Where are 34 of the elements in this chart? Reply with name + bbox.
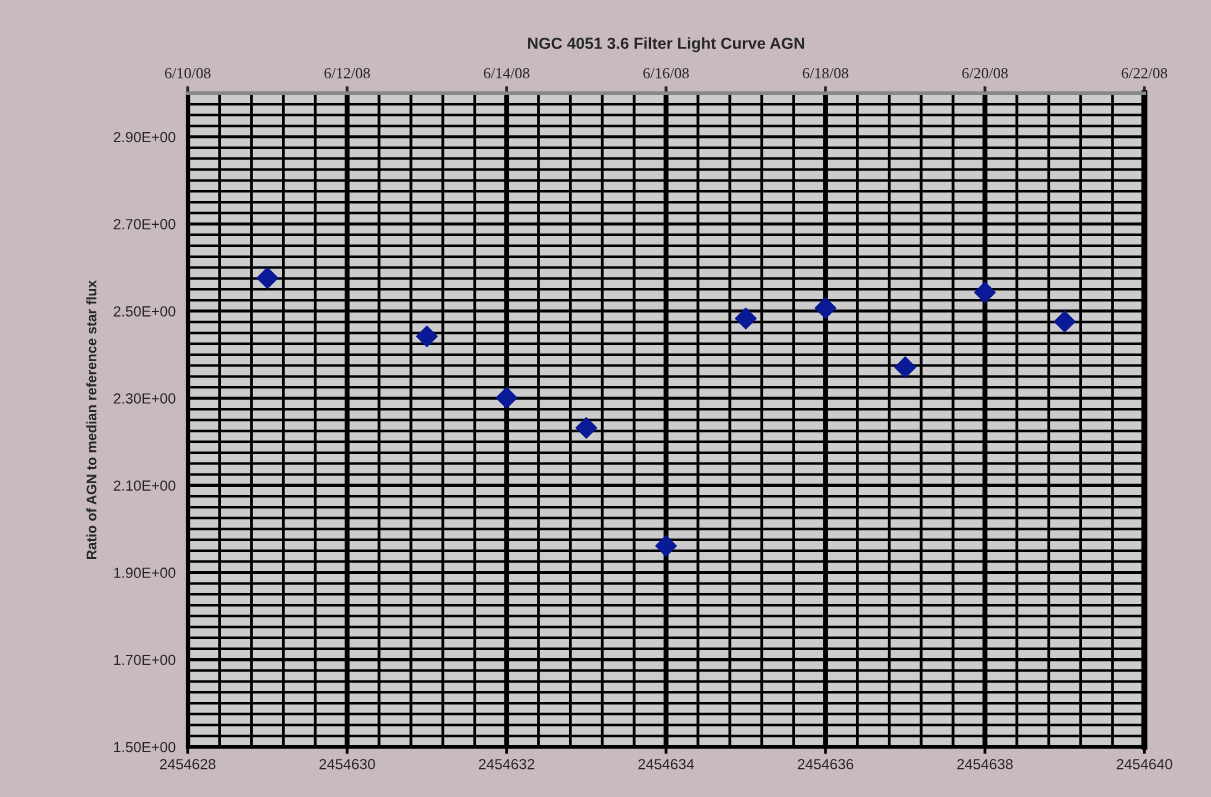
point	[655, 535, 677, 557]
x2-tick-label: 6/18/08	[802, 68, 849, 79]
x2-tick-label: 6/12/08	[324, 68, 370, 79]
point	[415, 325, 438, 348]
x-tick-label: 2454636	[797, 758, 854, 770]
y-tick-label: 2.10E+00	[113, 480, 176, 491]
x2-tick-label: 6/20/08	[962, 68, 1008, 79]
y-tick-label: 2.90E+00	[113, 131, 176, 143]
y-tick-label: 2.30E+00	[113, 393, 176, 404]
x-tick-label: 2454640	[1116, 758, 1173, 770]
point	[894, 356, 917, 379]
y-tick-label: 1.90E+00	[114, 567, 176, 578]
point	[974, 281, 996, 304]
y-tick-label: 1.50E+00	[114, 741, 176, 753]
x-tick-label: 2454634	[638, 758, 695, 770]
point	[575, 416, 598, 439]
x2-tick-label: 6/16/08	[643, 68, 689, 79]
x2-tick-label: 6/22/08	[1121, 68, 1168, 79]
x-tick-label: 2454630	[319, 758, 375, 770]
x-tick-label: 2454628	[160, 758, 216, 770]
x2-tick-label: 6/10/08	[165, 68, 211, 79]
point	[814, 297, 837, 319]
point	[734, 307, 757, 330]
y-tick-label: 2.50E+00	[113, 306, 176, 317]
y-tick-label: 1.70E+00	[114, 654, 176, 666]
x-tick-label: 2454632	[478, 758, 535, 770]
y-tick-label: 2.70E+00	[113, 219, 176, 230]
x2-tick-label: 6/14/08	[483, 68, 530, 79]
point	[495, 386, 518, 409]
point	[1053, 310, 1076, 333]
chart-title: NGC 4051 3.6 Filter Light Curve AGN	[528, 37, 805, 53]
point	[256, 267, 279, 289]
y-axis-title: Ratio of AGN to median reference star flux	[86, 280, 97, 559]
x-tick-label: 2454638	[957, 758, 1013, 770]
